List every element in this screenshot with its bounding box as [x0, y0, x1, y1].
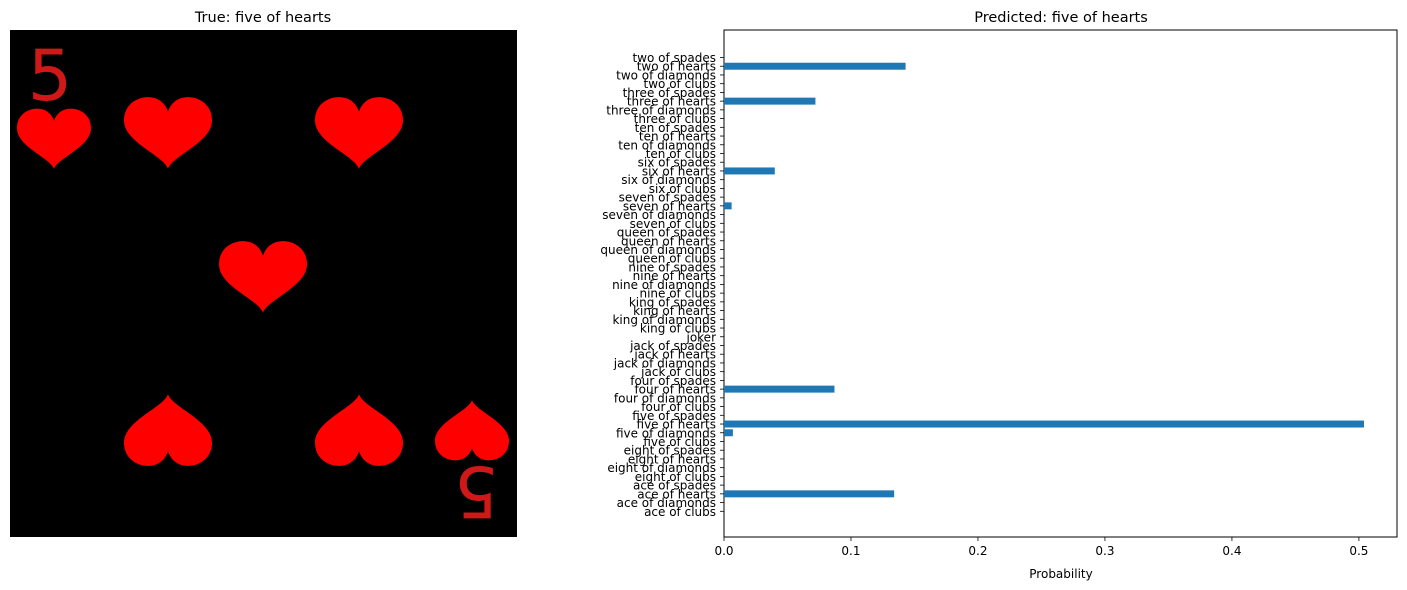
y-tick-label: king of hearts: [633, 304, 716, 318]
y-tick-label: seven of diamonds: [602, 208, 716, 222]
heart-suit-icon: [435, 400, 509, 461]
x-tick-label: 0.4: [1222, 544, 1241, 558]
heart-suit-icon: [124, 394, 212, 466]
bar: [724, 97, 816, 105]
y-tick-label: four of hearts: [634, 383, 716, 397]
plot-area: [723, 29, 1398, 538]
probability-chart: Predicted: five of hearts ace of clubsac…: [600, 10, 1398, 581]
card-panel: True: five of hearts 55: [10, 10, 517, 537]
y-tick-label: queen of hearts: [621, 234, 716, 248]
y-tick-label: two of hearts: [637, 60, 716, 74]
y-tick-label: ace of spades: [633, 479, 716, 493]
card-rank-bottom: 5: [454, 450, 499, 532]
y-tick-label: queen of diamonds: [600, 243, 716, 257]
y-tick-label: four of diamonds: [614, 391, 716, 405]
y-tick-label: three of spades: [623, 86, 716, 100]
bar: [724, 490, 895, 498]
x-tick-label: 0.3: [1095, 544, 1114, 558]
card-artwork: 55: [17, 35, 509, 532]
y-tick-label: six of spades: [638, 156, 716, 170]
y-tick-label: ten of clubs: [646, 147, 716, 161]
y-tick-label: nine of clubs: [639, 287, 716, 301]
y-tick-label: six of diamonds: [621, 173, 716, 187]
chart-title: Predicted: five of hearts: [974, 10, 1148, 26]
y-tick-label: nine of diamonds: [612, 278, 716, 292]
y-tick-label: eight of diamonds: [607, 461, 716, 475]
y-tick-label: five of clubs: [643, 435, 716, 449]
heart-suit-icon: [315, 97, 403, 169]
y-tick-label: king of clubs: [640, 322, 716, 336]
x-tick-label: 0.0: [714, 544, 733, 558]
y-tick-label: two of clubs: [644, 77, 716, 91]
bar: [724, 62, 906, 70]
y-tick-label: four of clubs: [641, 400, 716, 414]
y-tick-label: six of hearts: [642, 164, 716, 178]
y-tick-label: eight of spades: [624, 444, 716, 458]
y-tick-label: three of diamonds: [606, 103, 716, 117]
bar: [724, 429, 733, 437]
bar: [724, 420, 1364, 428]
y-tick-label: queen of clubs: [628, 252, 716, 266]
y-tick-label: three of hearts: [627, 95, 716, 109]
y-tick-label: king of spades: [629, 295, 716, 309]
heart-suit-icon: [124, 97, 212, 169]
y-tick-label: two of spades: [632, 51, 716, 65]
x-axis-label: Probability: [1029, 567, 1092, 581]
y-tick-label: jack of spades: [629, 339, 716, 353]
y-tick-label: ten of diamonds: [618, 138, 716, 152]
bar: [724, 202, 732, 210]
y-tick-label: nine of hearts: [633, 269, 716, 283]
y-tick-label: jack of diamonds: [613, 356, 716, 370]
y-tick-label: ace of clubs: [644, 505, 716, 519]
x-tick-label: 0.2: [968, 544, 987, 558]
y-tick-label: seven of spades: [619, 191, 716, 205]
y-tick-label: three of clubs: [634, 112, 716, 126]
bar: [724, 167, 775, 175]
x-tick-label: 0.1: [841, 544, 860, 558]
y-tick-label: five of hearts: [637, 418, 716, 432]
heart-suit-icon: [315, 394, 403, 466]
heart-suit-icon: [17, 108, 91, 169]
y-tick-label: four of spades: [630, 374, 716, 388]
y-tick-label: joker: [685, 330, 716, 344]
card-rank-top: 5: [28, 35, 73, 117]
y-tick-label: jack of hearts: [633, 348, 716, 362]
x-tick-label: 0.5: [1349, 544, 1368, 558]
y-tick-label: seven of clubs: [630, 217, 716, 231]
y-tick-label: jack of clubs: [640, 365, 716, 379]
bar: [724, 385, 835, 393]
y-tick-label: king of diamonds: [612, 313, 716, 327]
y-tick-label: six of clubs: [649, 182, 716, 196]
x-ticks: 0.0 0.1 0.2 0.3 0.4 0.5: [714, 537, 1368, 558]
heart-suit-icon: [219, 241, 307, 313]
y-tick-label: nine of spades: [628, 260, 716, 274]
y-tick-label: eight of hearts: [628, 452, 716, 466]
y-tick-label: ten of spades: [635, 121, 716, 135]
y-tick-label: eight of clubs: [635, 470, 716, 484]
y-tick-label: ace of hearts: [637, 487, 716, 501]
y-tick-label: five of spades: [632, 409, 716, 423]
y-tick-label: five of diamonds: [616, 426, 716, 440]
y-tick-label: ten of hearts: [639, 130, 716, 144]
y-tick-label: queen of spades: [617, 226, 716, 240]
bars-group: [724, 62, 1364, 498]
y-tick-label: two of diamonds: [616, 68, 716, 82]
y-tick-label: ace of diamonds: [617, 496, 716, 510]
y-tick-label: seven of hearts: [623, 199, 716, 213]
card-panel-title: True: five of hearts: [194, 10, 331, 26]
